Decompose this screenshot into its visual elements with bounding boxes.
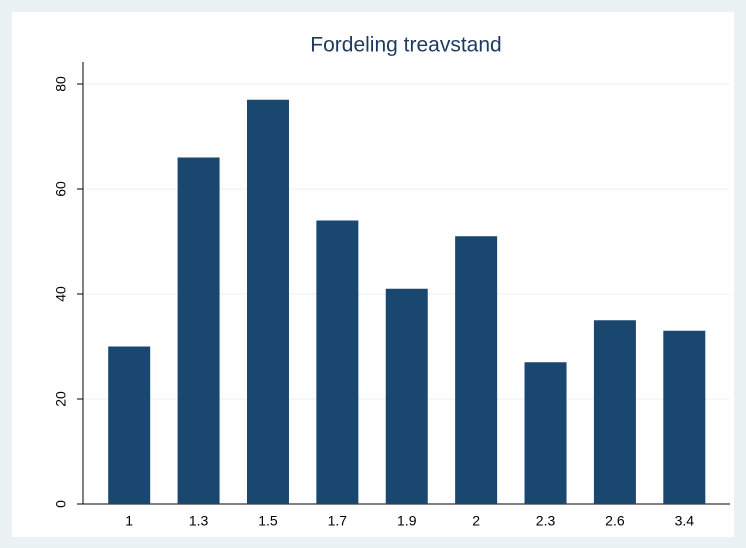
x-tick-label: 2.3 [536, 513, 556, 529]
x-tick-label: 2 [472, 513, 480, 529]
bar [385, 288, 428, 504]
y-tick-label: 20 [53, 391, 69, 407]
x-tick-label: 1.5 [258, 513, 278, 529]
y-tick-label: 0 [53, 500, 69, 508]
y-tick-label: 40 [53, 286, 69, 302]
bar [663, 330, 706, 504]
x-tick-label: 1.9 [397, 513, 417, 529]
bar [316, 220, 359, 504]
bar [108, 346, 151, 504]
bar [177, 157, 220, 504]
x-tick-label: 1.7 [328, 513, 348, 529]
y-tick-label: 60 [53, 181, 69, 197]
x-tick-label: 1.3 [189, 513, 209, 529]
chart-title: Fordeling treavstand [310, 34, 501, 57]
x-tick-label: 2.6 [605, 513, 625, 529]
bar [593, 320, 636, 504]
x-tick-label: 1 [125, 513, 133, 529]
bar [524, 362, 567, 504]
x-tick-label: 3.4 [675, 513, 695, 529]
bar [246, 99, 289, 504]
y-tick-label: 80 [53, 76, 69, 92]
bar [455, 236, 498, 504]
